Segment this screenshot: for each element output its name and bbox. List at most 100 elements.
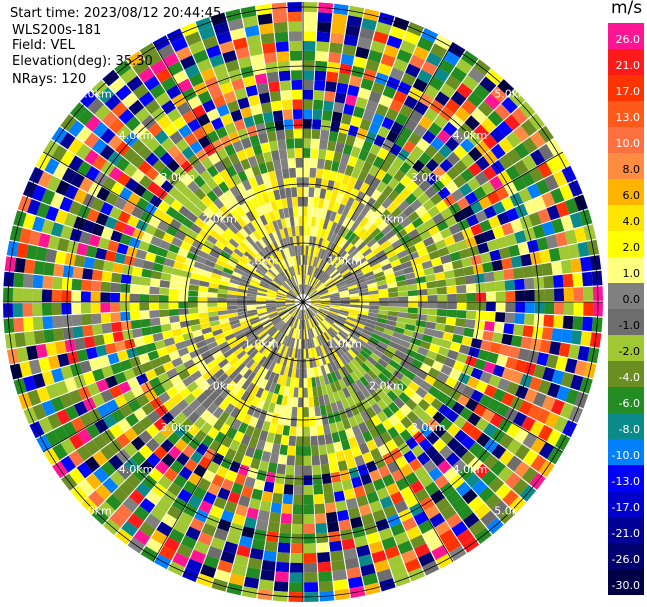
velocity-gate [341, 327, 351, 336]
velocity-gate [153, 365, 166, 377]
velocity-gate [523, 227, 537, 242]
velocity-gate [459, 182, 473, 197]
velocity-gate [352, 526, 366, 539]
velocity-gate [417, 346, 429, 357]
velocity-gate [413, 417, 426, 431]
velocity-gate [117, 418, 132, 433]
velocity-gate [269, 313, 279, 319]
velocity-gate [285, 297, 296, 301]
velocity-gate [166, 344, 178, 354]
velocity-gate [437, 346, 450, 357]
velocity-gate [568, 344, 581, 360]
velocity-gate [411, 234, 423, 245]
velocity-gate [420, 380, 433, 392]
velocity-gate [316, 325, 324, 335]
velocity-gate [381, 263, 393, 271]
velocity-gate [275, 304, 286, 308]
velocity-gate [207, 297, 218, 302]
velocity-gate [248, 176, 258, 188]
velocity-gate [130, 275, 142, 285]
velocity-gate [449, 251, 461, 262]
velocity-gate [243, 115, 255, 128]
velocity-gate [360, 398, 371, 410]
velocity-gate [387, 513, 402, 528]
velocity-gate [153, 384, 166, 397]
velocity-gate [178, 466, 193, 481]
velocity-gate [419, 340, 431, 350]
velocity-gate [96, 403, 111, 418]
velocity-gate [249, 232, 258, 243]
velocity-gate [390, 447, 403, 461]
velocity-gate [319, 271, 327, 281]
velocity-gate [225, 469, 238, 483]
velocity-gate [543, 275, 554, 289]
velocity-gate [339, 305, 350, 310]
velocity-gate [365, 197, 376, 209]
velocity-gate [466, 292, 477, 302]
velocity-gate [294, 377, 299, 388]
velocity-gate [284, 474, 294, 485]
velocity-gate [160, 439, 174, 453]
velocity-gate [334, 347, 342, 358]
velocity-gate [258, 183, 267, 195]
velocity-gate [254, 73, 268, 85]
velocity-gate [282, 425, 290, 436]
velocity-gate [358, 554, 374, 567]
velocity-gate [269, 283, 280, 290]
velocity-gate [408, 86, 423, 101]
velocity-gate [166, 386, 179, 399]
velocity-gate [193, 540, 210, 555]
velocity-gate [453, 144, 468, 160]
velocity-gate [439, 529, 456, 545]
velocity-gate [367, 223, 378, 235]
velocity-gate [101, 111, 118, 128]
velocity-gate [368, 290, 379, 295]
velocity-gate [300, 319, 303, 330]
velocity-gate [461, 488, 478, 505]
velocity-gate [390, 491, 404, 505]
velocity-gate [336, 346, 345, 356]
velocity-gate [187, 411, 200, 424]
velocity-gate [149, 286, 160, 295]
velocity-gate [551, 328, 563, 342]
velocity-gate [514, 359, 527, 373]
velocity-gate [122, 224, 136, 237]
velocity-gate [277, 250, 284, 261]
velocity-gate [240, 158, 251, 171]
velocity-gate [398, 200, 410, 212]
velocity-gate [72, 266, 84, 279]
velocity-gate [215, 383, 226, 395]
velocity-gate [459, 407, 473, 421]
velocity-gate [182, 480, 197, 495]
velocity-gate [108, 454, 124, 471]
velocity-gate [340, 303, 350, 307]
velocity-gate [257, 309, 268, 315]
velocity-gate [140, 277, 151, 286]
velocity-gate [388, 306, 399, 312]
velocity-gate [491, 500, 509, 517]
velocity-gate [431, 232, 444, 243]
velocity-gate [298, 387, 303, 398]
velocity-gate [329, 307, 340, 312]
velocity-gate [554, 302, 565, 315]
velocity-gate [241, 213, 251, 225]
velocity-gate [303, 309, 306, 320]
velocity-gate [122, 264, 134, 275]
velocity-gate [60, 455, 76, 473]
velocity-gate [253, 255, 263, 265]
velocity-gate [346, 457, 357, 470]
velocity-gate [282, 345, 289, 356]
velocity-gate [266, 306, 277, 310]
velocity-gate [466, 376, 480, 389]
velocity-gate [292, 504, 303, 515]
velocity-gate [288, 21, 302, 32]
velocity-gate [183, 235, 195, 246]
velocity-gate [375, 103, 389, 117]
velocity-gate [305, 348, 309, 359]
velocity-gate [498, 137, 514, 154]
azimuth-spoke [302, 41, 454, 303]
velocity-gate [521, 119, 538, 137]
velocity-gate [278, 148, 288, 160]
velocity-gate [244, 146, 255, 159]
velocity-gate [522, 449, 539, 466]
